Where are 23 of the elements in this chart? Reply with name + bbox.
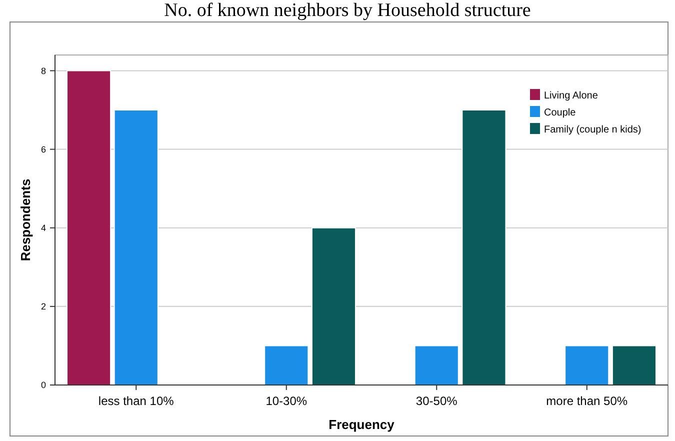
chart-title: No. of known neighbors by Household structure bbox=[164, 0, 531, 21]
bar bbox=[264, 345, 309, 386]
bar bbox=[66, 70, 112, 386]
legend-label: Living Alone bbox=[544, 90, 598, 102]
legend-label: Couple bbox=[544, 108, 576, 118]
x-tick-label: 30-50% bbox=[416, 394, 458, 408]
y-tick-label: 0 bbox=[40, 380, 46, 390]
bar bbox=[612, 345, 656, 386]
y-tick-label: 2 bbox=[40, 302, 46, 312]
bar bbox=[462, 110, 506, 386]
x-tick-label: more than 50% bbox=[546, 394, 628, 408]
x-axis-title: Frequency bbox=[328, 417, 396, 432]
legend-label: Family (couple n kids) bbox=[544, 124, 642, 136]
x-tick-label: 10-30% bbox=[266, 394, 308, 408]
y-tick-label: 6 bbox=[40, 144, 46, 154]
y-axis-title: Respondents bbox=[18, 178, 33, 262]
bar bbox=[114, 110, 158, 386]
y-tick-label: 8 bbox=[40, 66, 46, 76]
bar bbox=[414, 345, 459, 386]
x-tick-label: less than 10% bbox=[98, 394, 174, 408]
bar bbox=[564, 345, 610, 386]
y-tick-label: 4 bbox=[40, 223, 46, 234]
bar bbox=[311, 227, 356, 386]
